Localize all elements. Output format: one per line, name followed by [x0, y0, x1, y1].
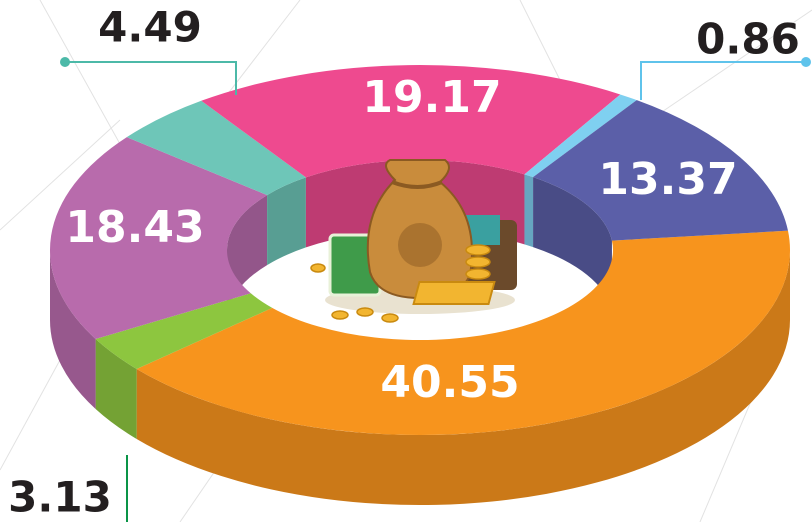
- slice: [524, 94, 637, 178]
- slice: [95, 293, 273, 369]
- value-label: 3.13: [8, 473, 112, 522]
- value-label: 19.17: [362, 72, 501, 123]
- value-label: 18.43: [65, 202, 204, 253]
- value-label: 4.49: [98, 3, 202, 52]
- inner-wall: [267, 177, 306, 266]
- labels: 40.55 3.13 18.43 4.49 19.17 0.86 13.37: [8, 3, 800, 522]
- slice: [50, 137, 268, 339]
- slice: [533, 100, 788, 241]
- leader-lines: [60, 57, 811, 522]
- outer-wall: [136, 250, 790, 506]
- money-icon: [310, 159, 517, 323]
- slice: [126, 100, 306, 196]
- inner-wall: [533, 177, 612, 311]
- inner-wall: [524, 174, 534, 248]
- donut: [50, 64, 790, 506]
- value-label: 40.55: [380, 357, 519, 408]
- value-label: 0.86: [696, 15, 800, 64]
- value-label: 13.37: [598, 154, 737, 205]
- slice: [136, 230, 790, 435]
- slice: [201, 64, 621, 178]
- outer-wall: [95, 338, 137, 439]
- outer-wall: [50, 250, 96, 409]
